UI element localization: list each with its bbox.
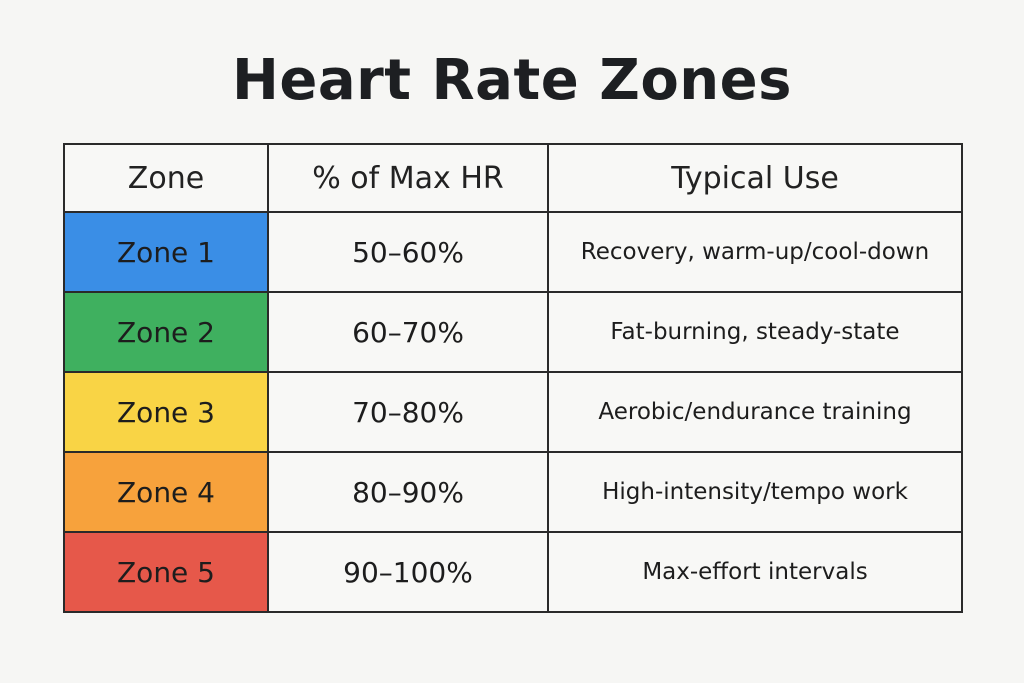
zone-cell: Zone 1 (63, 211, 269, 293)
column-header-typical-use: Typical Use (547, 143, 963, 213)
table-row-zone-4: Zone 4 80–90% High-intensity/tempo work (63, 451, 963, 533)
table-row-zone-5: Zone 5 90–100% Max-effort intervals (63, 531, 963, 613)
typical-use-cell: Fat-burning, steady-state (547, 291, 963, 373)
table-row-zone-2: Zone 2 60–70% Fat-burning, steady-state (63, 291, 963, 373)
max-hr-cell: 60–70% (267, 291, 549, 373)
column-header-zone: Zone (63, 143, 269, 213)
zone-cell: Zone 5 (63, 531, 269, 613)
table-row-zone-3: Zone 3 70–80% Aerobic/endurance training (63, 371, 963, 453)
heart-rate-zones-table: Zone % of Max HR Typical Use Zone 1 50–6… (63, 143, 963, 613)
max-hr-cell: 90–100% (267, 531, 549, 613)
max-hr-cell: 70–80% (267, 371, 549, 453)
header-row: Zone % of Max HR Typical Use (63, 143, 963, 213)
zone-cell: Zone 2 (63, 291, 269, 373)
zone-cell: Zone 4 (63, 451, 269, 533)
table-header: Zone % of Max HR Typical Use (63, 143, 963, 213)
max-hr-cell: 50–60% (267, 211, 549, 293)
page-title: Heart Rate Zones (232, 48, 792, 113)
max-hr-cell: 80–90% (267, 451, 549, 533)
typical-use-cell: Aerobic/endurance training (547, 371, 963, 453)
column-header-max-hr: % of Max HR (267, 143, 549, 213)
table-row-zone-1: Zone 1 50–60% Recovery, warm-up/cool-dow… (63, 211, 963, 293)
typical-use-cell: High-intensity/tempo work (547, 451, 963, 533)
table-body: Zone 1 50–60% Recovery, warm-up/cool-dow… (63, 211, 963, 613)
zone-cell: Zone 3 (63, 371, 269, 453)
typical-use-cell: Max-effort intervals (547, 531, 963, 613)
typical-use-cell: Recovery, warm-up/cool-down (547, 211, 963, 293)
